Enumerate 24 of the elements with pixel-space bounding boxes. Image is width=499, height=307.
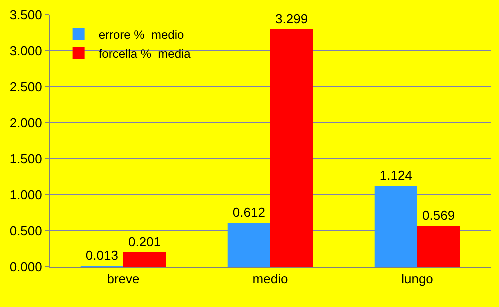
bar [124,252,166,267]
x-tick-label: medio [252,272,288,287]
y-tick-label: 1.500 [10,152,42,167]
data-label: 0.013 [86,248,118,263]
y-tick-label: 2.000 [10,116,42,131]
data-label: 1.124 [380,168,412,184]
legend-label: errore % medio [98,28,185,42]
data-label: 3.299 [276,11,308,26]
data-label: 0.612 [232,204,266,220]
data-label: 0.201 [128,234,162,250]
x-tick-label: lungo [402,272,434,287]
y-tick-label: 2.500 [10,80,42,95]
y-tick-label: 3.000 [10,44,42,59]
bar [228,222,270,267]
x-tick-label: breve [107,272,140,287]
y-tick-label: 0.000 [10,260,42,275]
y-tick-label: 1.000 [10,188,42,203]
bar [374,186,418,267]
bar [270,29,314,267]
legend-label: forcella % media [98,47,192,62]
y-tick-label: 0.500 [10,224,42,239]
y-tick-label: 3.500 [10,8,42,23]
bar [418,226,460,267]
data-label: 0.569 [422,208,456,224]
